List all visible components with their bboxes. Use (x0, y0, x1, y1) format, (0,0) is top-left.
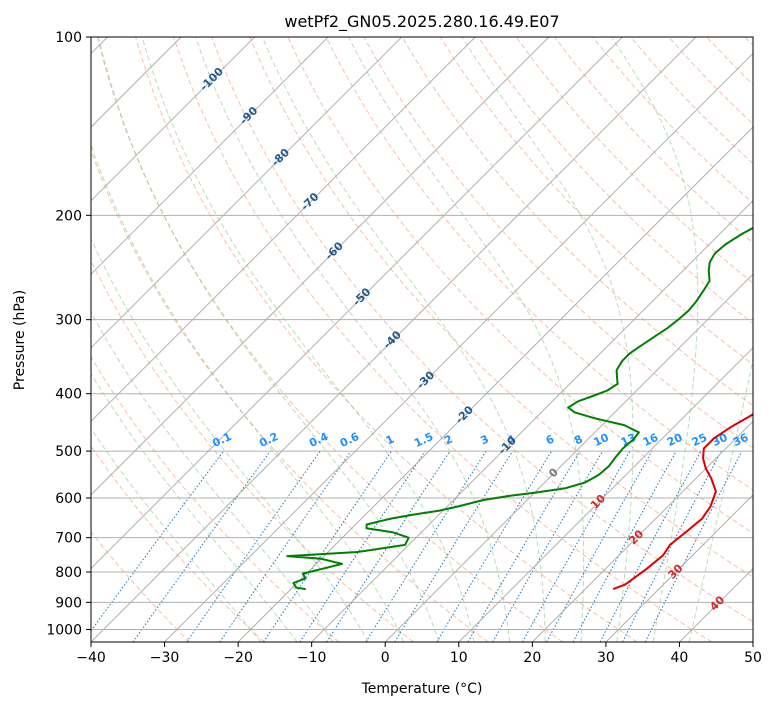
mixing-ratio-label: 13 (619, 431, 638, 449)
temperature-profile-line (612, 413, 753, 591)
moist-adiabat-line (98, 37, 440, 642)
dry-adiabat-line (439, 37, 753, 366)
x-tick-label: 0 (381, 650, 390, 666)
x-axis-ticks: −40 −30 −20 −10 0 10 20 30 40 50 (76, 642, 762, 666)
isotherm-line (91, 37, 256, 202)
isotherm-line (91, 37, 623, 570)
dry-adiabat-line (91, 531, 191, 642)
dry-adiabat-line (249, 37, 753, 578)
mixing-ratio-label: 30 (710, 431, 730, 449)
mixing-ratio-line (394, 450, 514, 642)
y-tick-label: 500 (55, 444, 82, 460)
y-tick-label: 1000 (46, 622, 82, 638)
mixing-ratio-line (299, 450, 426, 642)
moist-adiabat-line (91, 372, 298, 642)
x-tick-label: −40 (76, 650, 106, 666)
moist-adiabat-line (91, 143, 405, 642)
x-tick-label: 40 (671, 650, 689, 666)
y-axis-title: Pressure (hPa) (12, 290, 28, 390)
y-tick-label: 200 (55, 208, 82, 224)
x-tick-label: 30 (597, 650, 615, 666)
isotherm-line (91, 37, 329, 275)
mixing-ratio-label: 25 (690, 431, 709, 449)
isotherm-line (531, 420, 753, 642)
mixing-ratio-line (644, 450, 743, 642)
isotherm-line (91, 37, 550, 496)
y-tick-label: 300 (55, 313, 82, 329)
mixing-ratio-label: 20 (665, 431, 685, 449)
isotherm-line (91, 37, 476, 423)
mixing-ratio-line (219, 450, 352, 642)
isotherm-line (164, 52, 753, 642)
x-axis-title: Temperature (°C) (361, 681, 483, 697)
moist-adiabat-line (461, 37, 634, 642)
moist-adiabat-line (611, 37, 699, 642)
moist-adiabat-line (688, 357, 753, 642)
mixing-ratio-line (546, 450, 653, 642)
mixing-ratio-label: 10 (592, 431, 612, 449)
dry-adiabat-line (91, 355, 340, 642)
profile-series (286, 226, 753, 591)
mixing-ratio-label: 16 (641, 431, 661, 449)
isotherm-line (91, 37, 697, 642)
mixing-ratio-line (186, 450, 321, 642)
y-tick-label: 400 (55, 387, 82, 403)
mixing-ratio-line (132, 450, 271, 642)
dry-adiabat-line (401, 37, 753, 407)
mixing-ratio-line (599, 450, 702, 642)
moist-adiabat-line (261, 37, 546, 642)
isotherm-line (458, 347, 753, 642)
moist-adiabat-line (91, 427, 262, 642)
mixing-ratio-line (91, 450, 224, 632)
y-axis-ticks: 100 200 300 400 500 600 700 800 900 1000 (46, 30, 91, 638)
y-tick-label: 700 (55, 531, 82, 547)
dry-adiabat-line (325, 37, 753, 491)
isotherm-line (605, 494, 753, 642)
x-tick-label: −20 (223, 650, 253, 666)
mixing-ratio-label: 36 (731, 431, 751, 449)
mixing-ratio-line (263, 450, 392, 642)
plot-frame (90, 36, 754, 643)
isotherm-line (384, 273, 753, 642)
x-tick-label: −10 (297, 650, 327, 666)
mixing-ratio-line (365, 450, 487, 642)
dry-adiabat-line (173, 37, 713, 642)
dry-adiabat-line (515, 37, 753, 284)
x-tick-label: −30 (150, 650, 180, 666)
dry-adiabat-line (135, 37, 638, 642)
moist-adiabat-line (194, 37, 511, 642)
isotherm-line (237, 126, 753, 642)
y-tick-label: 100 (55, 30, 82, 46)
moist-adiabat-line (91, 237, 369, 642)
x-tick-label: 20 (523, 650, 541, 666)
moist-adiabat-line (347, 37, 585, 642)
moist-adiabat-line (141, 37, 475, 642)
moist-adiabat-line (91, 310, 334, 642)
chart-title: wetPf2_GN05.2025.280.16.49.E07 (284, 12, 559, 32)
isotherm-line (311, 199, 753, 642)
x-tick-label: 50 (744, 650, 762, 666)
y-tick-label: 600 (55, 491, 82, 507)
y-tick-label: 800 (55, 565, 82, 581)
mixing-ratio-line (326, 450, 451, 642)
mixing-ratio-line (522, 450, 631, 642)
dry-adiabat-line (91, 445, 265, 642)
x-tick-label: 10 (450, 650, 468, 666)
mixing-ratio-line (622, 450, 722, 642)
isotherm-line (91, 37, 403, 349)
y-tick-label: 900 (55, 595, 82, 611)
dry-adiabat-line (91, 149, 489, 642)
mixing-ratio-line (572, 450, 677, 642)
dry-adiabat-line (211, 37, 753, 623)
dewpoint-profile-line (286, 226, 753, 591)
